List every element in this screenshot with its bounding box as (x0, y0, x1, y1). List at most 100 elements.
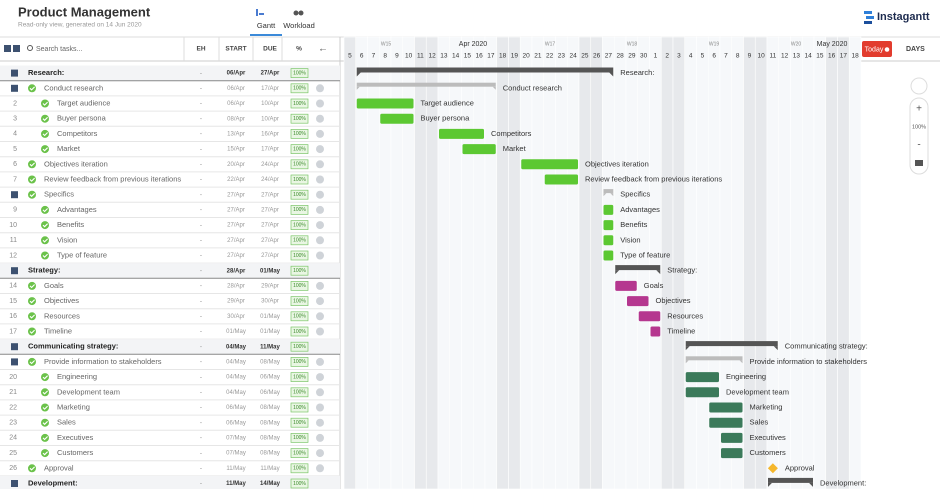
day-label: 26 (593, 53, 601, 60)
task-due: 11/May (260, 344, 280, 350)
progress-badge (290, 433, 309, 443)
task-start: 04/May (226, 359, 246, 365)
task-due: 01/May (260, 314, 280, 320)
expand-all[interactable] (4, 45, 11, 52)
day-label: 23 (558, 53, 566, 60)
task-hours: - (200, 222, 202, 229)
task-due: 27/Apr (261, 253, 279, 259)
task-due: 11/May (260, 466, 279, 472)
collapse-button[interactable] (11, 358, 18, 366)
check-icon (41, 433, 49, 442)
share-button[interactable] (910, 77, 928, 95)
bar-label: Conduct research (503, 83, 562, 92)
check-icon (28, 312, 36, 321)
assignee-avatar (316, 221, 324, 230)
check-mark (42, 451, 48, 456)
bar-label: Timeline (667, 326, 695, 335)
task-progress: 100% (293, 450, 306, 456)
weekend-column (837, 36, 850, 489)
task-start: 07/May (226, 451, 246, 457)
check-mark (42, 405, 48, 410)
task-name: Provide information to stakeholders (44, 357, 162, 366)
task-hours: - (200, 450, 202, 457)
collapse-all[interactable] (13, 45, 20, 52)
gantt-tab[interactable]: Gantt (250, 9, 282, 36)
row-number: 10 (9, 222, 17, 229)
logo-text: Instagantt (877, 11, 930, 23)
zoom-panel (909, 97, 929, 175)
logo-icon (864, 11, 872, 14)
zoom-in[interactable]: + (916, 104, 922, 115)
search-input[interactable]: Search tasks... (36, 46, 82, 53)
summary-bar (356, 82, 496, 87)
collapse-button[interactable] (11, 69, 18, 77)
summary-bar (603, 189, 614, 194)
task-due: 27/Apr (261, 207, 279, 213)
zoom-out[interactable]: - (917, 140, 920, 151)
day-label: 5 (701, 53, 705, 60)
week-label: W19 (709, 41, 720, 47)
month-label: May 2020 (817, 41, 848, 48)
assignee-avatar (316, 433, 324, 442)
task-hours: - (200, 343, 202, 350)
check-mark (29, 360, 35, 365)
day-label: 24 (570, 53, 578, 60)
day-label: 17 (840, 53, 848, 60)
assignee-avatar (316, 236, 324, 245)
task-due: 27/Apr (261, 192, 279, 198)
progress-badge (290, 417, 309, 428)
assignee-avatar (316, 175, 324, 184)
check-mark (29, 192, 35, 198)
summary-bar-end (603, 193, 614, 197)
task-due: 27/Apr (261, 223, 279, 229)
day-label: 9 (748, 53, 752, 60)
collapse-button[interactable] (11, 267, 18, 275)
day-column (519, 36, 533, 489)
task-name: Strategy: (28, 266, 61, 275)
progress-badge (290, 387, 309, 398)
tab-label[interactable]: Gantt (257, 21, 276, 30)
task-progress: 100% (293, 253, 306, 259)
collapse-button[interactable] (11, 480, 18, 487)
workload-tab[interactable]: Workload (283, 10, 315, 30)
check-icon (28, 327, 36, 336)
task-name: Timeline (44, 326, 72, 335)
today-button[interactable] (862, 41, 892, 57)
today-label[interactable]: Today (865, 46, 884, 53)
day-label: 19 (511, 53, 519, 60)
progress-badge (290, 235, 309, 246)
day-column (684, 36, 697, 489)
task-bar (603, 235, 614, 246)
task-hours: - (200, 252, 202, 259)
task-name: Benefits (57, 220, 84, 229)
task-progress: 100% (293, 390, 306, 396)
collapse-button[interactable] (11, 84, 18, 92)
assignee-avatar (316, 464, 324, 473)
tab-underline (250, 34, 282, 36)
collapse-arrow[interactable]: ← (318, 44, 328, 55)
task-name: Approval (44, 463, 74, 472)
task-start: 06/Apr (227, 86, 245, 92)
map-button[interactable] (915, 160, 923, 166)
task-progress: 100% (293, 283, 306, 289)
task-start: 06/May (226, 420, 246, 426)
task-hours: - (200, 374, 202, 381)
task-hours: - (200, 298, 202, 305)
task-progress: 100% (293, 344, 306, 350)
collapse-button[interactable] (11, 343, 18, 351)
task-progress: 100% (293, 238, 306, 244)
summary-bar (685, 356, 743, 361)
week-label: W17 (545, 41, 556, 47)
progress-badge (290, 205, 309, 215)
task-bar (709, 402, 743, 413)
task-due: 24/Apr (261, 162, 279, 168)
task-due: 24/Apr (261, 177, 279, 183)
zoom-mode[interactable]: DAYS (906, 46, 925, 53)
task-progress: 100% (293, 420, 306, 426)
task-bar (627, 296, 649, 307)
collapse-button[interactable] (11, 191, 18, 199)
tab-label[interactable]: Workload (283, 21, 315, 30)
task-start: 27/Apr (227, 253, 245, 259)
assignee-avatar (316, 281, 324, 290)
title: Product Management (18, 4, 151, 19)
